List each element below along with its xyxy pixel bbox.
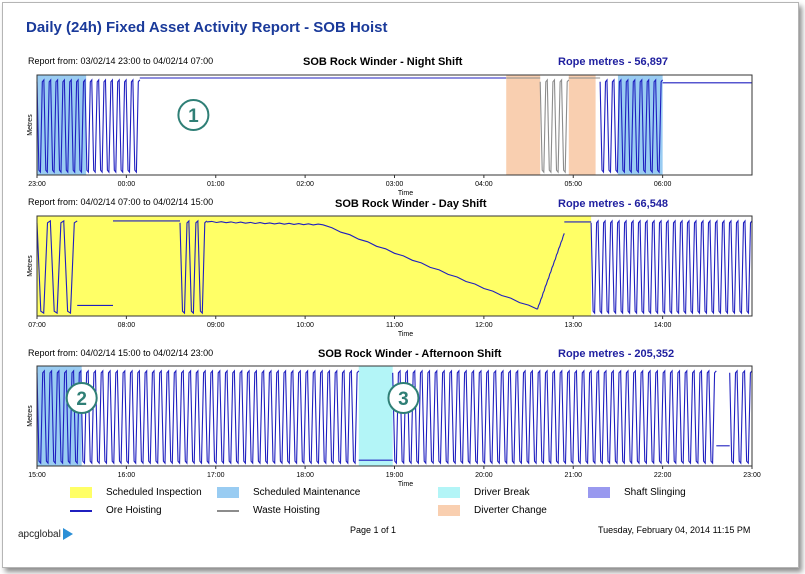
series-ore-hoisting	[536, 233, 565, 310]
legend-label: Diverter Change	[474, 505, 547, 516]
series-ore-hoisting	[590, 219, 753, 315]
annotation-2-circle	[65, 382, 98, 414]
chart-night-shift: Metres 23:00 00:00 01:00 02:00 03:00 04:00 05:0…	[27, 74, 753, 197]
legend-item-scheduled-maintenance: Scheduled Maintenance	[217, 487, 360, 498]
series-ore-hoisting	[729, 369, 753, 465]
legend-item-scheduled-inspection: Scheduled Inspection	[70, 487, 202, 498]
report-from-day: Report from: 04/02/14 07:00 to 04/02/14 …	[28, 197, 214, 207]
annotation-3-circle	[387, 382, 420, 414]
x-tick-label: 07:00	[28, 322, 46, 329]
x-tick-label: 18:00	[296, 472, 314, 479]
legend: Scheduled Inspection Scheduled Maintenan…	[60, 486, 760, 520]
x-axis-label: Time	[398, 481, 413, 488]
x-tick-label: 10:00	[296, 322, 314, 329]
annotation-3: 3	[398, 389, 409, 410]
series-ore-hoisting	[36, 78, 141, 174]
legend-item-waste-hoisting: Waste Hoisting	[217, 505, 320, 516]
series-ore-hoisting	[392, 369, 717, 465]
series-ore-hoisting	[599, 78, 664, 174]
x-tick-label: 11:00	[386, 322, 403, 329]
rope-metres-day: Rope metres - 66,548	[558, 198, 669, 210]
report-datetime: Tuesday, February 04, 2014 11:15 PM	[598, 525, 751, 535]
x-tick-label: 22:00	[654, 472, 672, 479]
x-tick-label: 19:00	[386, 472, 404, 479]
series-ore-hoisting	[322, 224, 538, 310]
x-tick-label: 23:00	[743, 472, 761, 479]
series-ore-hoisting	[36, 369, 360, 465]
rope-metres-afternoon: Rope metres - 205,352	[558, 348, 675, 360]
legend-item-diverter-change: Diverter Change	[438, 505, 547, 516]
legend-swatch	[217, 487, 239, 498]
legend-item-ore-hoisting: Ore Hoisting	[70, 505, 162, 516]
rope-metres-night: Rope metres - 56,897	[558, 56, 669, 68]
annotation-2: 2	[76, 389, 87, 410]
y-axis-label: Metres	[27, 405, 34, 427]
series-ore-hoisting	[179, 219, 208, 315]
x-tick-label: 13:00	[564, 322, 582, 329]
x-tick-label: 09:00	[207, 322, 225, 329]
chart-title-night: SOB Rock Winder - Night Shift	[303, 56, 463, 68]
x-tick-label: 04:00	[475, 181, 493, 188]
legend-label: Scheduled Maintenance	[253, 487, 361, 498]
legend-line	[70, 509, 92, 512]
x-tick-label: 02:00	[296, 181, 314, 188]
x-tick-label: 01:00	[207, 181, 225, 188]
legend-item-shaft-slinging: Shaft Slinging	[588, 487, 686, 498]
x-tick-label: 21:00	[564, 472, 582, 479]
series-ore-hoisting	[36, 219, 78, 315]
x-tick-label: 17:00	[207, 472, 225, 479]
report-title: Daily (24h) Fixed Asset Activity Report …	[26, 19, 388, 36]
logo-triangle-icon	[62, 528, 73, 540]
x-tick-label: 20:00	[475, 472, 493, 479]
legend-swatch	[438, 505, 460, 516]
x-tick-label: 16:00	[118, 472, 136, 479]
x-axis-label: Time	[398, 190, 413, 197]
legend-label: Waste Hoisting	[253, 505, 320, 516]
series-ore-hoisting	[206, 220, 324, 226]
x-tick-label: 08:00	[118, 322, 136, 329]
x-tick-label: 12:00	[475, 322, 493, 329]
band-diverter-change	[568, 75, 596, 175]
x-tick-label: 06:00	[654, 181, 672, 188]
logo-text: apcglobal	[18, 528, 61, 540]
x-tick-label: 14:00	[654, 322, 672, 329]
x-tick-label: 05:00	[564, 181, 582, 188]
band-driver-break	[358, 366, 393, 466]
legend-swatch	[438, 487, 460, 498]
legend-label: Shaft Slinging	[624, 487, 686, 498]
x-tick-label: 15:00	[28, 472, 46, 479]
y-axis-label: Metres	[27, 114, 34, 136]
annotation-1: 1	[188, 106, 199, 127]
x-tick-label: 00:00	[118, 181, 136, 188]
apcglobal-logo: apcglobal	[18, 528, 73, 540]
chart-afternoon-shift: Metres 15:00 16:00 17:00 18:00 19:00 20:00 21:0…	[27, 365, 761, 488]
x-tick-label: 03:00	[386, 181, 404, 188]
legend-swatch	[588, 487, 610, 498]
chart-day-shift: Metres 07:00 08:00 09:00 10:00 11:00 12:00 13:0…	[27, 215, 753, 338]
legend-label: Ore Hoisting	[106, 505, 162, 516]
report-from-night: Report from: 03/02/14 23:00 to 04/02/14 …	[28, 56, 214, 66]
x-tick-label: 23:00	[28, 181, 46, 188]
band-scheduled-inspection	[37, 216, 592, 316]
x-axis-label: Time	[398, 331, 413, 338]
chart-title-day: SOB Rock Winder - Day Shift	[335, 198, 487, 210]
chart-title-afternoon: SOB Rock Winder - Afternoon Shift	[318, 348, 502, 360]
report-from-afternoon: Report from: 04/02/14 15:00 to 04/02/14 …	[28, 348, 214, 358]
legend-label: Scheduled Inspection	[106, 487, 202, 498]
series-waste-hoisting	[539, 78, 570, 174]
legend-swatch	[70, 487, 92, 498]
legend-label: Driver Break	[474, 487, 530, 498]
legend-line	[217, 509, 239, 512]
legend-item-driver-break: Driver Break	[438, 487, 530, 498]
annotation-1-circle	[177, 99, 210, 131]
band-diverter-change	[506, 75, 541, 175]
page-number: Page 1 of 1	[350, 525, 397, 535]
y-axis-label: Metres	[27, 255, 34, 277]
